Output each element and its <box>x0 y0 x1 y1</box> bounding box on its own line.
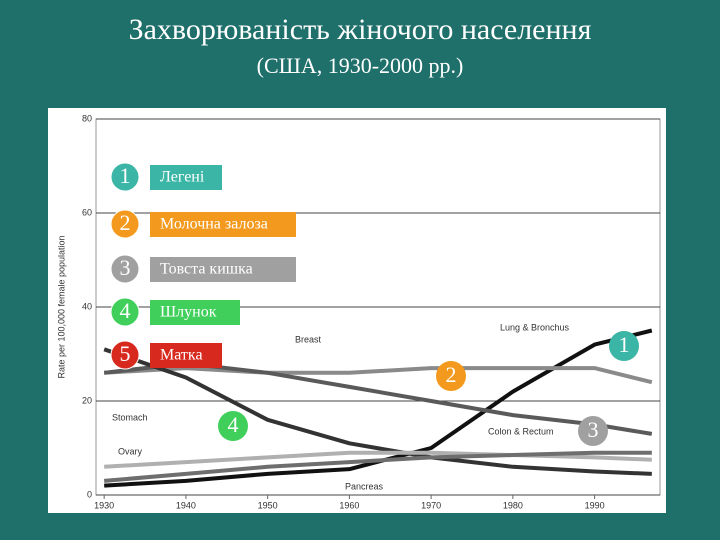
series-line <box>103 347 652 476</box>
callout-box <box>150 300 240 325</box>
y-tick-label: 80 <box>82 113 92 123</box>
chart-marker <box>578 416 608 446</box>
callout-box <box>150 212 296 237</box>
x-tick-label: 1970 <box>421 500 441 510</box>
callout-label: Легені <box>160 169 205 186</box>
chart-marker <box>609 331 639 361</box>
chart-marker-number: 2 <box>446 362 457 387</box>
y-tick-label: 40 <box>82 301 92 311</box>
callout-badge <box>110 209 140 239</box>
series-label: Pancreas <box>345 481 384 491</box>
y-tick-label: 0 <box>87 489 92 499</box>
callout-label: Матка <box>160 347 203 364</box>
callout-number: 3 <box>120 255 131 280</box>
x-tick-label: 1940 <box>176 500 196 510</box>
series-label: Lung & Bronchus <box>500 322 570 332</box>
callout-number: 4 <box>120 298 131 323</box>
callout-box <box>150 343 222 368</box>
callout-badge <box>110 340 140 370</box>
chart-marker <box>218 411 248 441</box>
y-tick-label: 60 <box>82 207 92 217</box>
callout-label: Молочна залоза <box>160 216 268 233</box>
series-label: Stomach <box>112 412 148 422</box>
series-label: Breast <box>295 334 322 344</box>
callout-label: Шлунок <box>160 304 217 321</box>
callout-number: 5 <box>120 341 131 366</box>
callout-box <box>150 165 222 190</box>
series-line <box>104 366 653 385</box>
chart-marker-number: 1 <box>619 332 630 357</box>
callout-badge <box>110 297 140 327</box>
chart-marker <box>436 361 466 391</box>
callout-box <box>150 257 296 282</box>
callout-label: Товста кишка <box>160 261 253 278</box>
chart-marker-number: 4 <box>228 412 239 437</box>
x-tick-label: 1950 <box>258 500 278 510</box>
callout-number: 1 <box>120 163 131 188</box>
series-label: Colon & Rectum <box>488 426 554 436</box>
chart-marker-number: 3 <box>588 417 599 442</box>
y-tick-label: 20 <box>82 395 92 405</box>
callout-number: 2 <box>120 210 131 235</box>
y-axis-label: Rate per 100,000 female population <box>56 235 66 378</box>
x-tick-label: 1930 <box>94 500 114 510</box>
x-tick-label: 1960 <box>339 500 359 510</box>
series-line <box>104 450 652 469</box>
x-tick-label: 1990 <box>585 500 605 510</box>
series-label: Ovary <box>118 446 143 456</box>
callout-badge <box>110 254 140 284</box>
x-tick-label: 1980 <box>503 500 523 510</box>
series-line <box>104 450 652 483</box>
slide-subtitle: (США, 1930-2000 рр.) <box>257 53 464 78</box>
callout-badge <box>110 162 140 192</box>
slide-title: Захворюваність жіночого населення <box>129 13 592 46</box>
